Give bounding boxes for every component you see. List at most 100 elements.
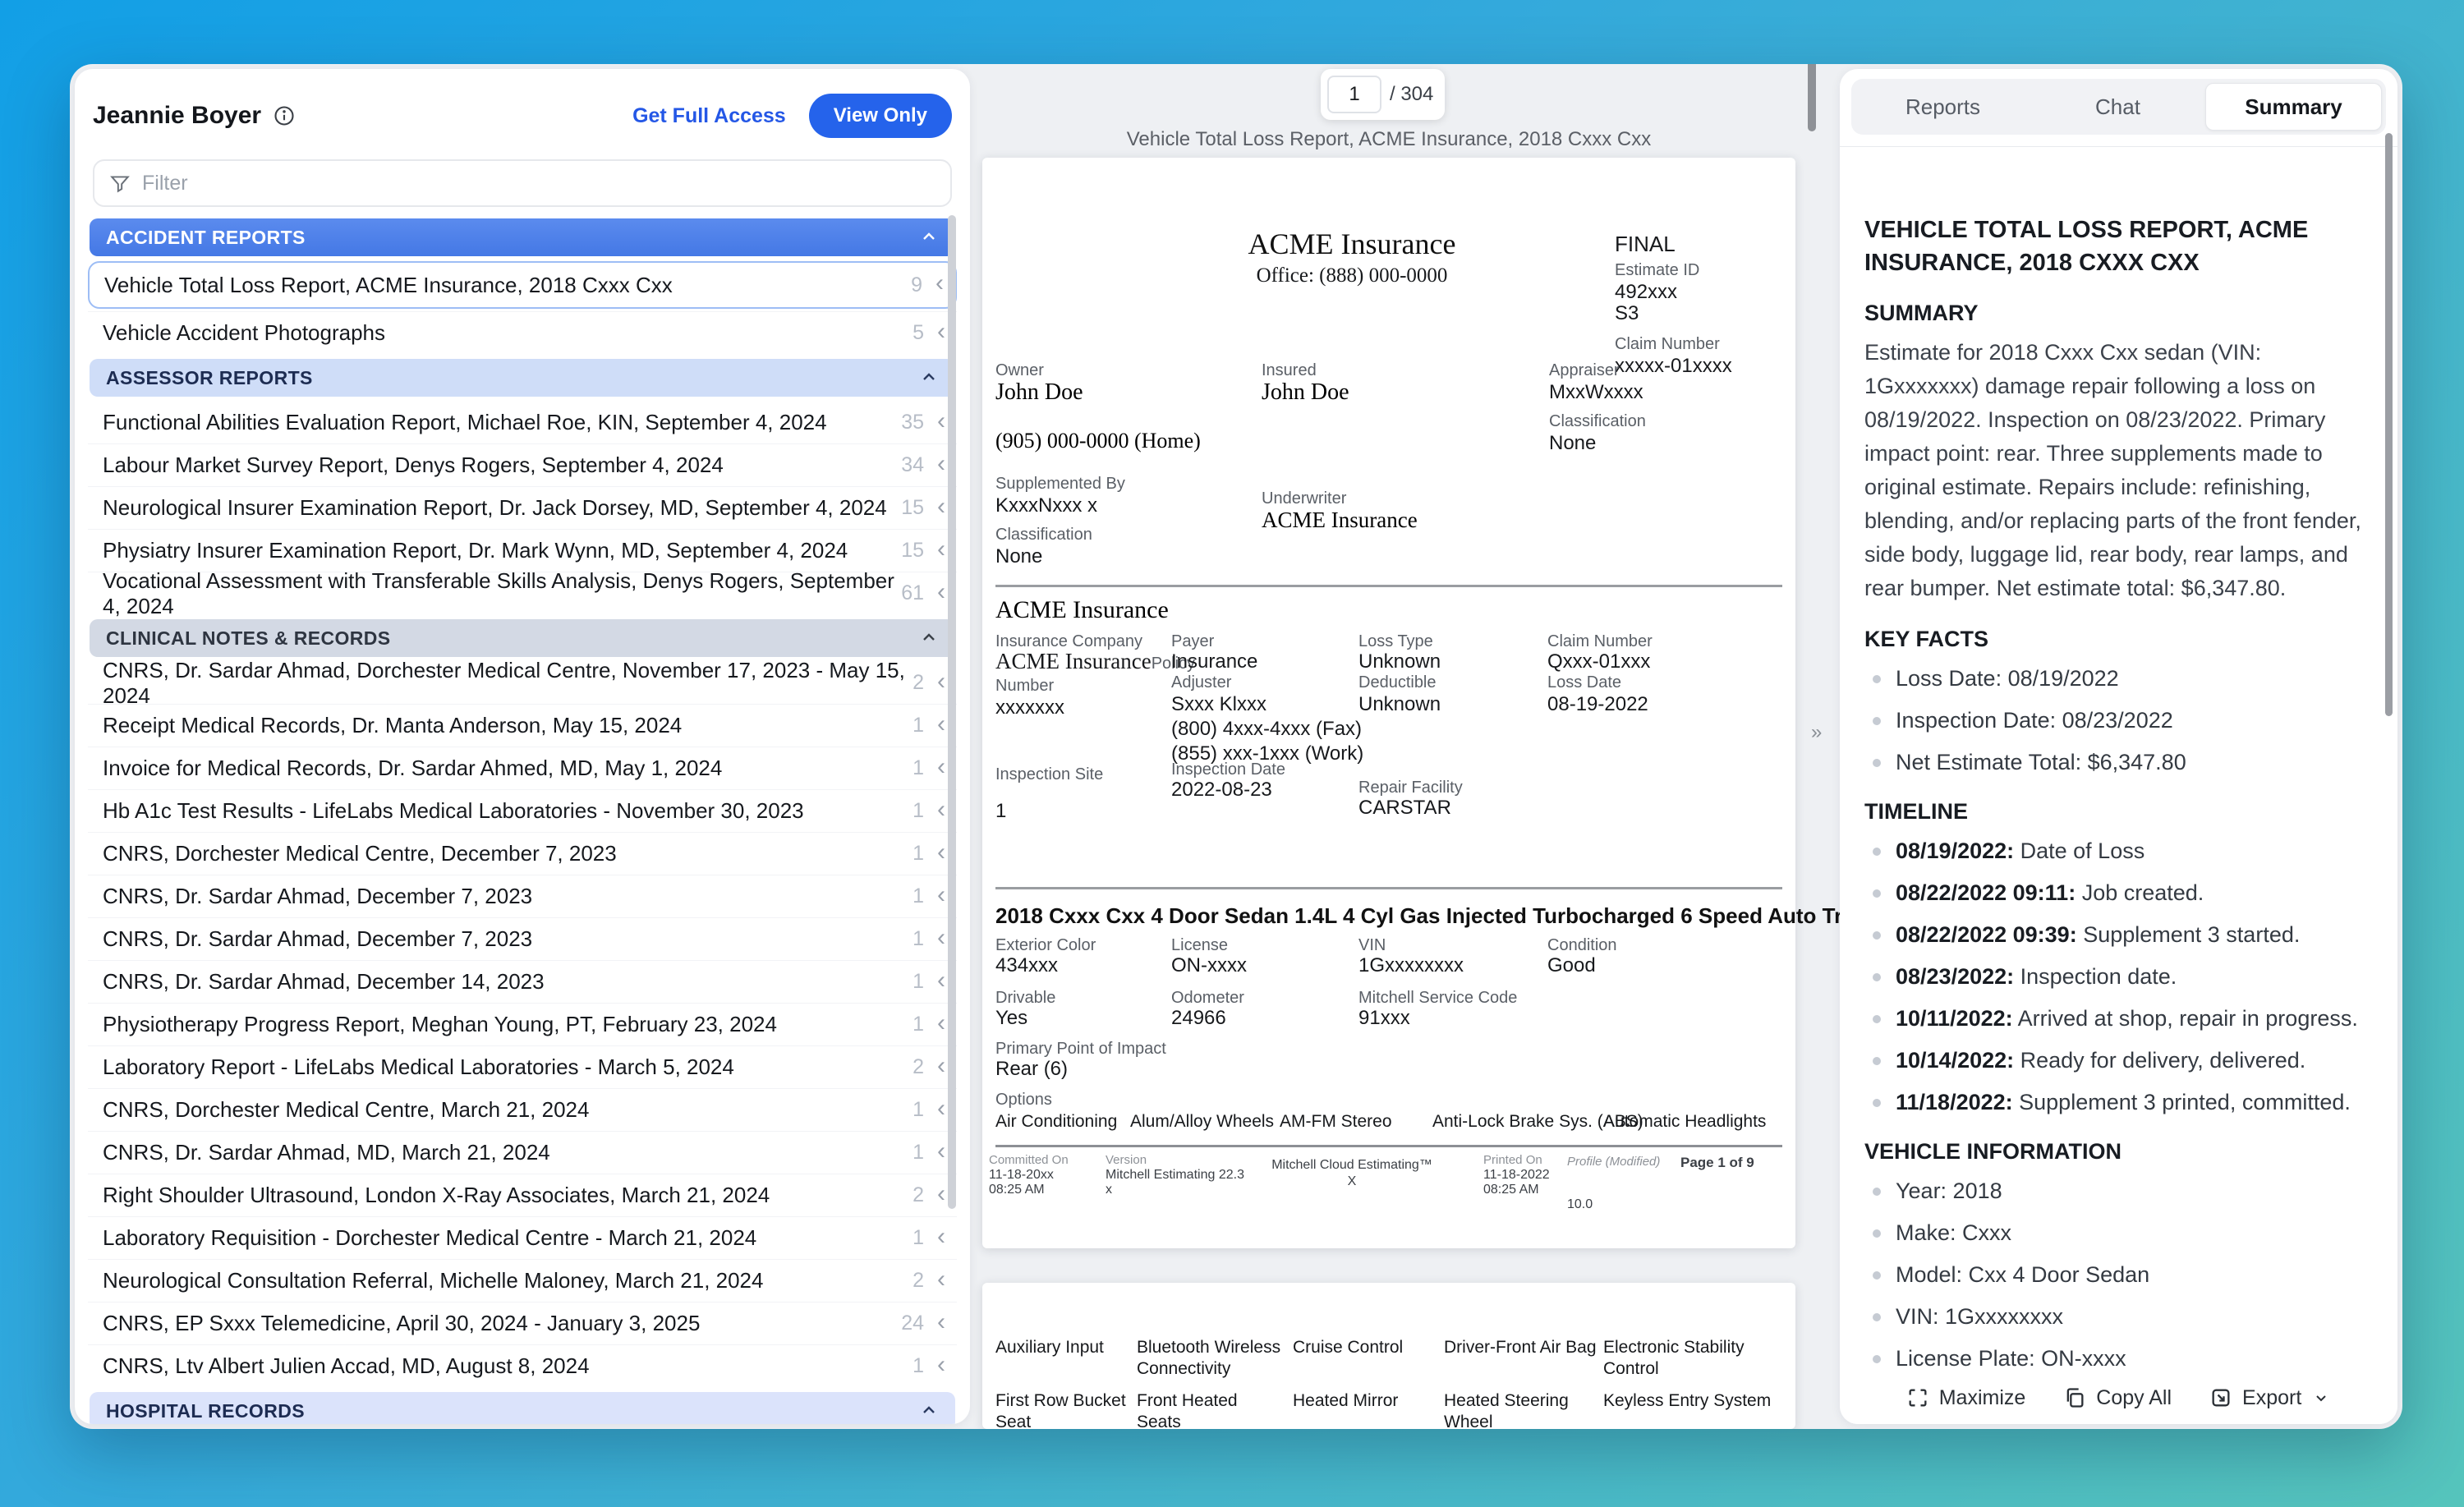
- summary-title: VEHICLE TOTAL LOSS REPORT, ACME INSURANC…: [1864, 217, 2309, 276]
- chevron-left-icon[interactable]: ‹: [937, 1307, 945, 1335]
- pdf-company-title: ACME Insurance: [1248, 227, 1456, 260]
- chevron-left-icon[interactable]: ‹: [937, 1350, 945, 1378]
- bullet-item: Make: Cxxx: [1873, 1217, 2365, 1248]
- app-window: Jeannie Boyer Get Full Access View Only …: [70, 64, 2402, 1429]
- key-facts-list: Loss Date: 08/19/2022 Inspection Date: 0…: [1864, 663, 2365, 778]
- chevron-left-icon[interactable]: ‹: [937, 667, 945, 695]
- list-item[interactable]: CNRS, Ltv Albert Julien Accad, MD, Augus…: [88, 1344, 957, 1387]
- export-button[interactable]: Export: [2209, 1386, 2331, 1410]
- pdf-page-1[interactable]: ACME Insurance Office: (888) 000-0000 FI…: [982, 158, 1933, 1248]
- patient-name: Jeannie Boyer: [93, 102, 262, 129]
- info-icon[interactable]: [273, 104, 296, 127]
- chevron-left-icon[interactable]: ‹: [937, 1051, 945, 1079]
- chevron-left-icon[interactable]: ‹: [937, 923, 945, 951]
- panel-scrollbar[interactable]: [2385, 133, 2393, 716]
- list-item[interactable]: CNRS, Dorchester Medical Centre, March 2…: [88, 1088, 957, 1131]
- chevron-left-icon[interactable]: ‹: [937, 449, 945, 477]
- chevron-left-icon[interactable]: ‹: [937, 966, 945, 994]
- bullet-dot: [1873, 675, 1881, 683]
- list-item[interactable]: Physiotherapy Progress Report, Meghan Yo…: [88, 1003, 957, 1045]
- pdf-page-2[interactable]: Auxiliary Input Bluetooth Wireless Conne…: [982, 1283, 1795, 1429]
- list-item[interactable]: Functional Abilities Evaluation Report, …: [103, 407, 945, 434]
- view-only-button[interactable]: View Only: [808, 94, 952, 138]
- bullet-dot: [1873, 1229, 1881, 1238]
- chevron-left-icon[interactable]: ‹: [937, 1265, 945, 1293]
- pdf-option-cell: Cruise Control: [1293, 1338, 1404, 1357]
- chevron-left-icon[interactable]: ‹: [937, 407, 945, 434]
- bullet-dot: [1873, 759, 1881, 767]
- tab-reports[interactable]: Reports: [1905, 94, 1981, 119]
- vehicle-info-heading: VEHICLE INFORMATION: [1864, 1139, 2122, 1164]
- chevron-left-icon[interactable]: ‹: [937, 535, 945, 563]
- timeline-list: 08/19/2022: Date of Loss 08/22/2022 09:1…: [1864, 835, 2365, 1118]
- bullet-dot: [1873, 1015, 1881, 1023]
- sidebar-scrollbar[interactable]: [948, 215, 956, 1209]
- bullet-item: Year: 2018: [1873, 1175, 2365, 1206]
- list-item[interactable]: Labour Market Survey Report, Denys Roger…: [88, 443, 957, 486]
- chevron-left-icon[interactable]: ‹: [935, 269, 944, 296]
- list-item[interactable]: Invoice for Medical Records, Dr. Sardar …: [88, 747, 957, 789]
- chevron-left-icon[interactable]: ‹: [937, 492, 945, 520]
- pdf-option-cell: Bluetooth Wireless Connectivity: [1137, 1338, 1281, 1378]
- chevron-up-icon: [919, 628, 939, 648]
- page-number-input[interactable]: [1327, 76, 1381, 113]
- timeline-item: 08/22/2022 09:11: Job created.: [1873, 877, 2365, 908]
- chevron-left-icon[interactable]: ‹: [937, 795, 945, 823]
- copy-icon: [2066, 1388, 2084, 1408]
- pdf-option-cell: Keyless Entry System: [1603, 1391, 1772, 1410]
- summary-text: Estimate for 2018 Cxxx Cxx sedan (VIN: 1…: [1864, 340, 2361, 600]
- section-header-clinical-notes[interactable]: CLINICAL NOTES & RECORDS: [90, 619, 955, 657]
- list-item[interactable]: Vocational Assessment with Transferable …: [88, 568, 957, 618]
- pdf-option-cell: Electronic Stability Control: [1603, 1338, 1745, 1378]
- list-item[interactable]: Physiatry Insurer Examination Report, Dr…: [88, 529, 957, 572]
- chevron-left-icon[interactable]: ‹: [937, 317, 945, 345]
- list-item[interactable]: Laboratory Requisition - Dorchester Medi…: [88, 1216, 957, 1259]
- bullet-dot: [1873, 1355, 1881, 1363]
- section-header-hospital-records[interactable]: HOSPITAL RECORDS: [90, 1392, 955, 1424]
- pdf-option-cell: Driver-Front Air Bag: [1444, 1338, 1597, 1357]
- summary-content[interactable]: VEHICLE TOTAL LOSS REPORT, ACME INSURANC…: [1840, 199, 2397, 1371]
- chevron-left-icon[interactable]: ‹: [937, 1008, 945, 1036]
- filter-input[interactable]: Filter: [93, 159, 952, 207]
- document-scrollbar[interactable]: [1808, 64, 1816, 131]
- chevron-left-icon[interactable]: ‹: [937, 1222, 945, 1250]
- chevron-up-icon: [919, 1401, 939, 1421]
- list-item[interactable]: CNRS, EP Sxxx Telemedicine, April 30, 20…: [88, 1302, 957, 1344]
- maximize-button[interactable]: Maximize: [1906, 1386, 2025, 1410]
- list-item[interactable]: CNRS, Dr. Sardar Ahmad, December 7, 2023…: [88, 917, 957, 960]
- list-item[interactable]: Hb A1c Test Results - LifeLabs Medical L…: [88, 789, 957, 832]
- page-indicator: / 304: [1321, 69, 1446, 120]
- maximize-icon: [1909, 1389, 1927, 1407]
- pdf-vehicle-heading: 2018 Cxxx Cxx 4 Door Sedan 1.4L 4 Cyl Ga…: [995, 903, 1934, 928]
- chevron-left-icon[interactable]: ‹: [937, 880, 945, 908]
- list-item[interactable]: CNRS, Dorchester Medical Centre, Decembe…: [88, 832, 957, 875]
- list-item[interactable]: Neurological Insurer Examination Report,…: [88, 486, 957, 529]
- copy-all-button[interactable]: Copy All: [2063, 1386, 2172, 1410]
- chevron-left-icon[interactable]: ‹: [937, 838, 945, 866]
- section-header-assessor-reports[interactable]: ASSESSOR REPORTS: [90, 359, 955, 397]
- tab-summary[interactable]: Summary: [2205, 83, 2382, 131]
- list-item[interactable]: Vehicle Accident Photographs 5 ‹: [88, 311, 957, 354]
- bullet-item: License Plate: ON-xxxx: [1873, 1343, 2365, 1371]
- list-item-selected[interactable]: Vehicle Total Loss Report, ACME Insuranc…: [88, 261, 957, 309]
- list-item[interactable]: CNRS, Dr. Sardar Ahmad, December 7, 2023…: [88, 875, 957, 917]
- chevron-left-icon[interactable]: ‹: [937, 1137, 945, 1165]
- pane-divider-handle[interactable]: »: [1811, 721, 1823, 743]
- get-full-access-link[interactable]: Get Full Access: [632, 103, 786, 127]
- chevron-left-icon[interactable]: ‹: [937, 710, 945, 737]
- panel-action-bar: Maximize Copy All Export: [1840, 1371, 2397, 1424]
- list-item[interactable]: Neurological Consultation Referral, Mich…: [88, 1259, 957, 1302]
- list-item[interactable]: Receipt Medical Records, Dr. Manta Ander…: [88, 704, 957, 747]
- list-item[interactable]: CNRS, Dr. Sardar Ahmad, MD, March 21, 20…: [88, 1131, 957, 1174]
- list-item[interactable]: CNRS, Dr. Sardar Ahmad, December 14, 202…: [88, 960, 957, 1003]
- chevron-left-icon[interactable]: ‹: [937, 1179, 945, 1207]
- pdf-option-cell: Heated Mirror: [1293, 1391, 1399, 1410]
- list-item[interactable]: CNRS, Dr. Sardar Ahmad, Dorchester Medic…: [103, 657, 945, 708]
- chevron-left-icon[interactable]: ‹: [937, 577, 945, 605]
- list-item[interactable]: Right Shoulder Ultrasound, London X-Ray …: [88, 1174, 957, 1216]
- list-item[interactable]: Laboratory Report - LifeLabs Medical Lab…: [88, 1045, 957, 1088]
- chevron-left-icon[interactable]: ‹: [937, 752, 945, 780]
- section-header-accident-reports[interactable]: ACCIDENT REPORTS: [90, 218, 955, 256]
- chevron-left-icon[interactable]: ‹: [937, 1094, 945, 1122]
- tab-chat[interactable]: Chat: [2095, 94, 2140, 119]
